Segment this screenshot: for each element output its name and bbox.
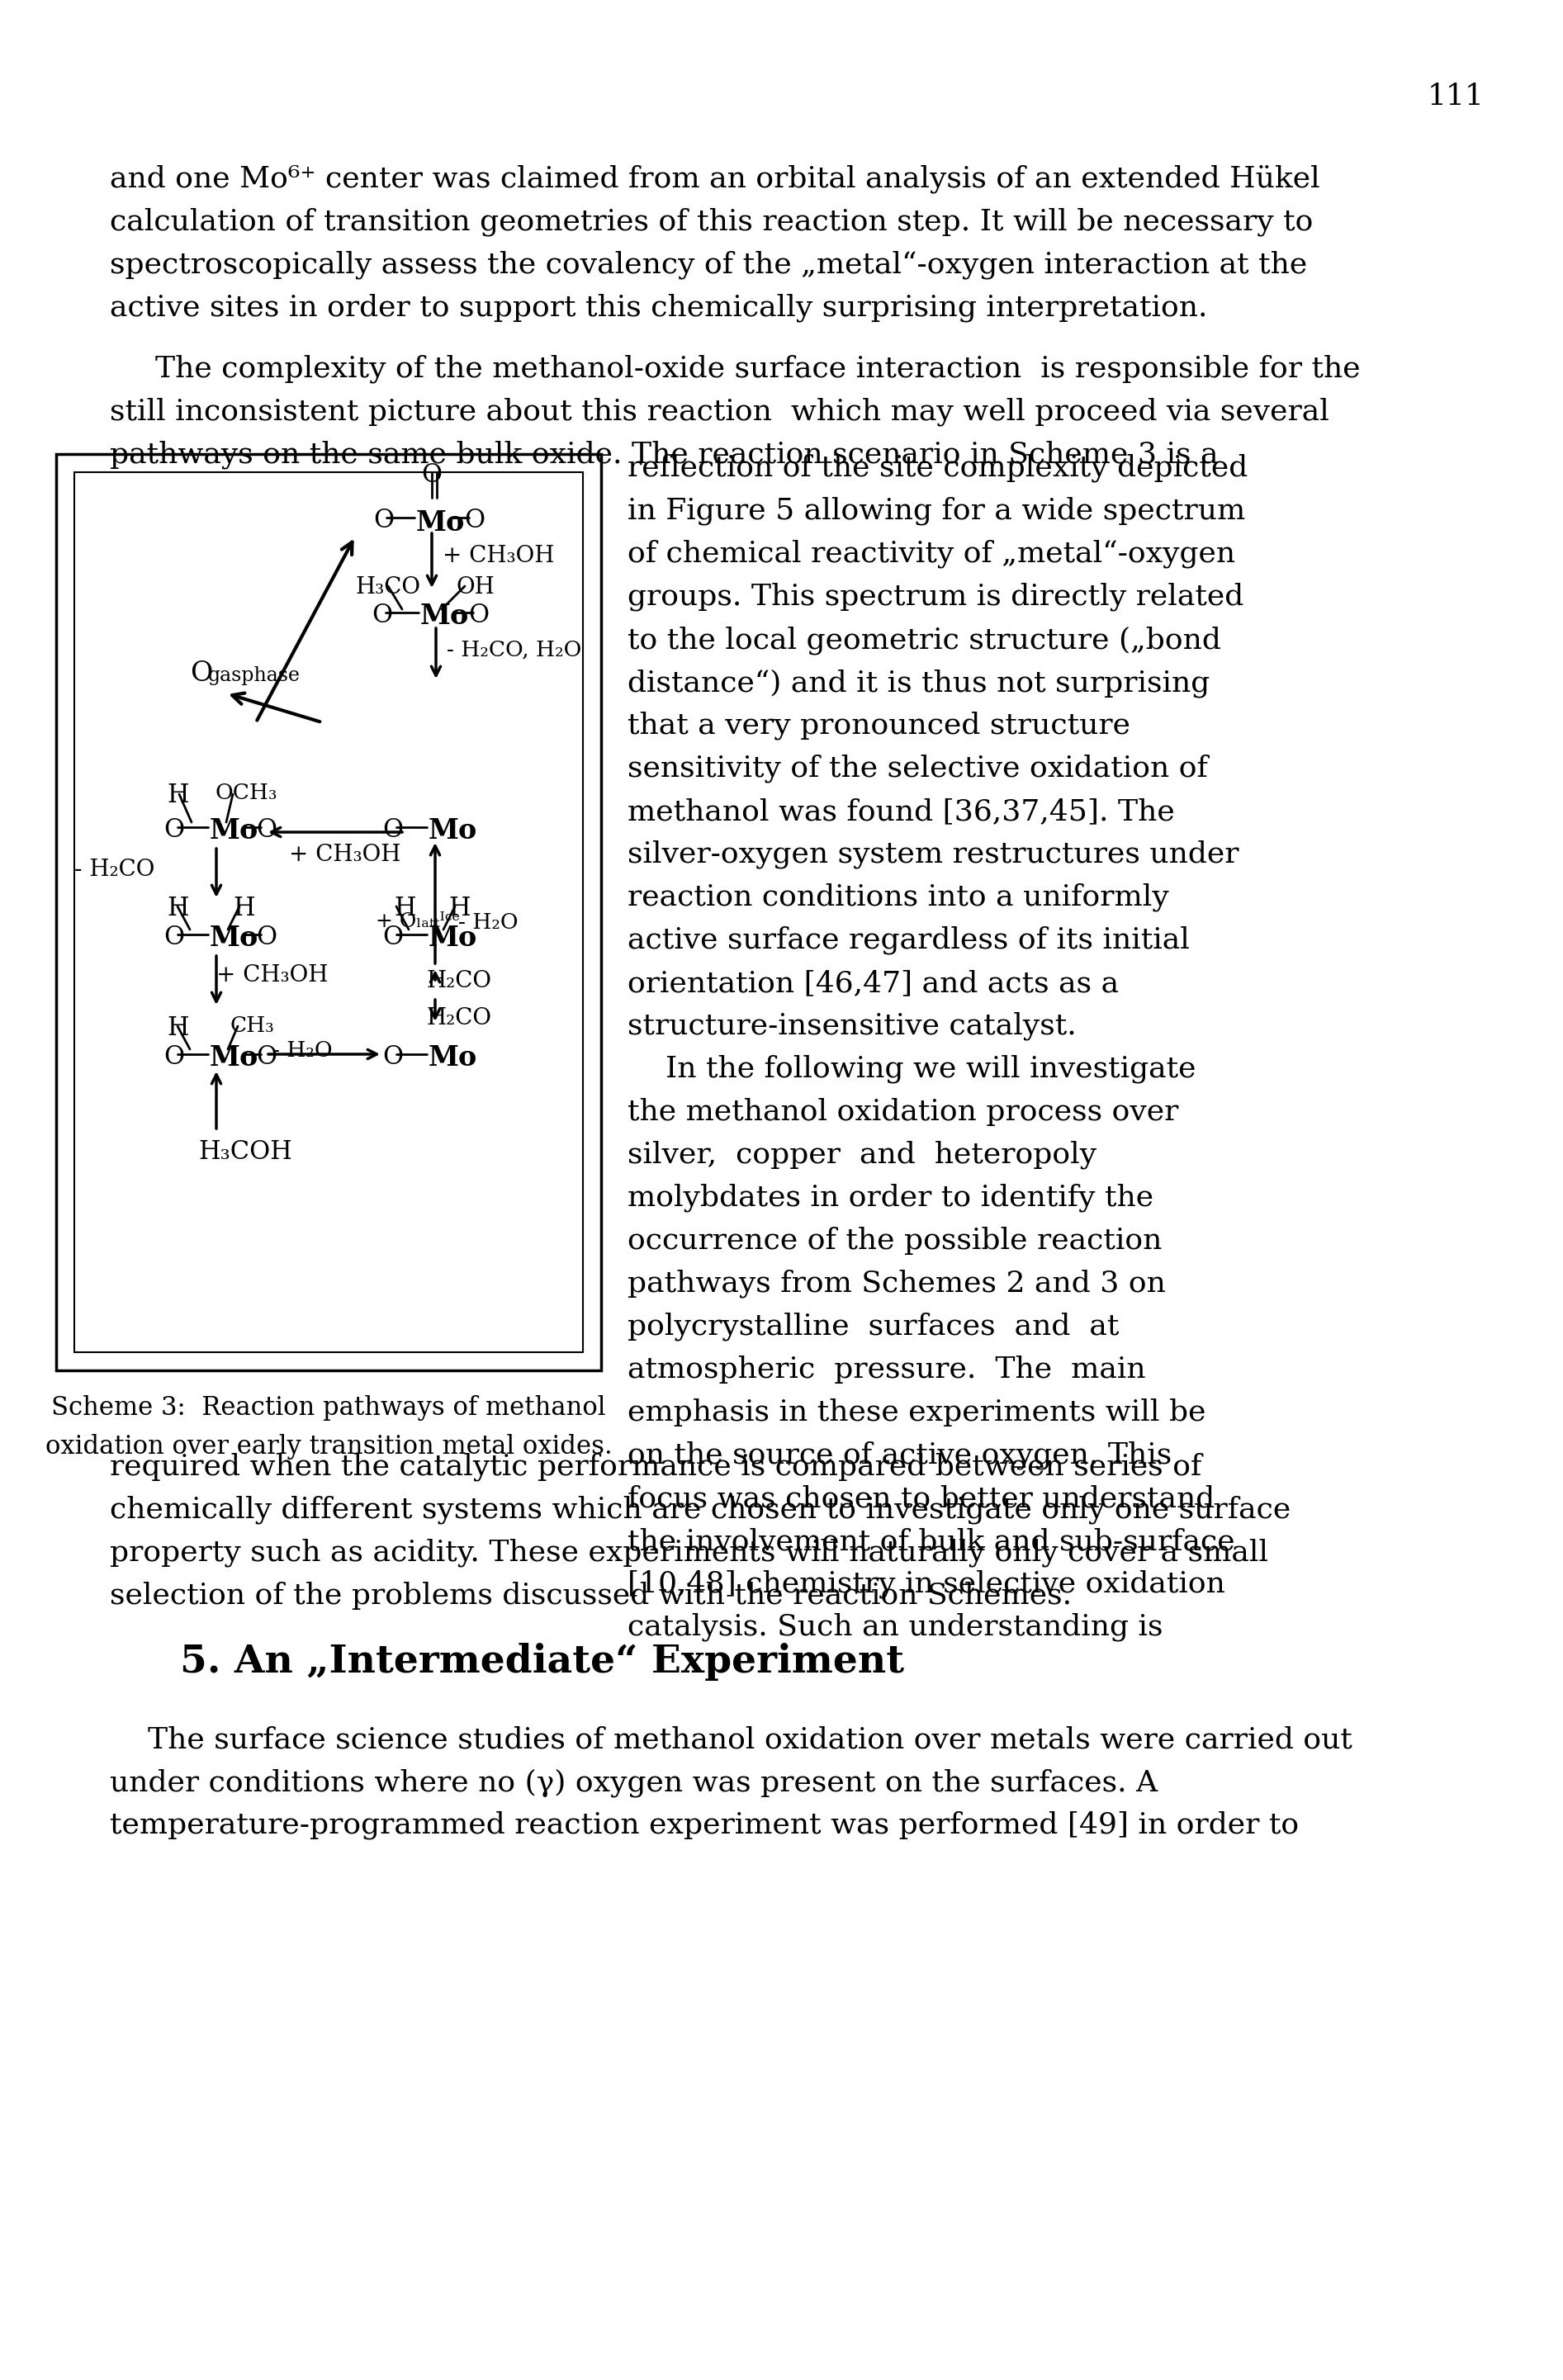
Text: O: O — [464, 507, 485, 533]
Text: Mo: Mo — [209, 1045, 258, 1071]
Text: the involvement of bulk and sub-surface: the involvement of bulk and sub-surface — [627, 1528, 1235, 1554]
Text: orientation [46,47] and acts as a: orientation [46,47] and acts as a — [627, 969, 1119, 997]
Text: polycrystalline  surfaces  and  at: polycrystalline surfaces and at — [627, 1314, 1119, 1340]
Text: - H₂O: - H₂O — [272, 1040, 333, 1061]
Text: O: O — [164, 816, 184, 843]
Text: Mo: Mo — [420, 602, 469, 631]
Text: 5. An „Intermediate“ Experiment: 5. An „Intermediate“ Experiment — [180, 1642, 905, 1680]
Text: H: H — [167, 1016, 189, 1040]
Text: The surface science studies of methanol oxidation over metals were carried out: The surface science studies of methanol … — [109, 1725, 1352, 1754]
Text: silver,  copper  and  heteropoly: silver, copper and heteropoly — [627, 1140, 1097, 1169]
Text: Mo: Mo — [209, 816, 258, 845]
Text: CH₃: CH₃ — [230, 1016, 274, 1035]
Text: OH: OH — [456, 576, 495, 597]
Text: pathways from Schemes 2 and 3 on: pathways from Schemes 2 and 3 on — [627, 1269, 1166, 1297]
Text: temperature-programmed reaction experiment was performed [49] in order to: temperature-programmed reaction experime… — [109, 1811, 1299, 1840]
Text: [10,48] chemistry in selective oxidation: [10,48] chemistry in selective oxidation — [627, 1571, 1225, 1599]
Text: + CH₃OH: + CH₃OH — [216, 964, 328, 985]
Text: occurrence of the possible reaction: occurrence of the possible reaction — [627, 1226, 1161, 1254]
Text: Mo: Mo — [209, 923, 258, 952]
Text: H: H — [167, 895, 189, 921]
Text: + Oₗₐₜₜᴵᶜᵉ: + Oₗₐₜₜᴵᶜᵉ — [375, 912, 460, 931]
Text: H: H — [167, 783, 189, 809]
Text: The complexity of the methanol-oxide surface interaction  is responsible for the: The complexity of the methanol-oxide sur… — [155, 355, 1360, 383]
Text: required when the catalytic performance is compared between series of: required when the catalytic performance … — [109, 1452, 1202, 1480]
Text: O: O — [164, 923, 184, 950]
Text: + CH₃OH: + CH₃OH — [442, 545, 555, 566]
Text: active surface regardless of its initial: active surface regardless of its initial — [627, 926, 1189, 954]
Text: chemically different systems which are chosen to investigate only one surface: chemically different systems which are c… — [109, 1497, 1291, 1523]
Text: O: O — [256, 1045, 277, 1071]
Text: H: H — [233, 895, 255, 921]
Text: in Figure 5 allowing for a wide spectrum: in Figure 5 allowing for a wide spectrum — [627, 497, 1246, 526]
Text: the methanol oxidation process over: the methanol oxidation process over — [627, 1097, 1179, 1126]
Text: to the local geometric structure („bond: to the local geometric structure („bond — [627, 626, 1221, 654]
Text: under conditions where no (γ) oxygen was present on the surfaces. A: under conditions where no (γ) oxygen was… — [109, 1768, 1158, 1797]
Text: atmospheric  pressure.  The  main: atmospheric pressure. The main — [627, 1357, 1146, 1383]
Text: 111: 111 — [1427, 83, 1485, 109]
Text: O: O — [383, 1045, 403, 1071]
Text: reaction conditions into a uniformly: reaction conditions into a uniformly — [627, 883, 1169, 912]
Text: H₃COH: H₃COH — [199, 1140, 292, 1164]
Text: H: H — [449, 895, 470, 921]
Text: + CH₃OH: + CH₃OH — [289, 843, 400, 866]
Text: reflection of the site complexity depicted: reflection of the site complexity depict… — [627, 455, 1247, 483]
Text: H₂CO: H₂CO — [427, 971, 492, 992]
Text: O: O — [164, 1045, 184, 1071]
Text: groups. This spectrum is directly related: groups. This spectrum is directly relate… — [627, 583, 1244, 612]
Text: structure-insensitive catalyst.: structure-insensitive catalyst. — [627, 1011, 1077, 1040]
Text: of chemical reactivity of „metal“-oxygen: of chemical reactivity of „metal“-oxygen — [627, 540, 1235, 569]
Text: on the source of active oxygen. This: on the source of active oxygen. This — [627, 1442, 1172, 1471]
Text: selection of the problems discussed with the reaction Schemes.: selection of the problems discussed with… — [109, 1583, 1072, 1609]
Text: gasphase: gasphase — [208, 666, 300, 685]
Text: pathways on the same bulk oxide. The reaction scenario in Scheme 3 is a: pathways on the same bulk oxide. The rea… — [109, 440, 1218, 469]
Text: - H₂CO, H₂O: - H₂CO, H₂O — [447, 640, 581, 659]
Bar — [56, 455, 602, 1371]
Text: emphasis in these experiments will be: emphasis in these experiments will be — [627, 1399, 1207, 1426]
Text: In the following we will investigate: In the following we will investigate — [627, 1054, 1196, 1083]
Text: OCH₃: OCH₃ — [214, 783, 277, 802]
Text: Mo: Mo — [416, 509, 466, 536]
Text: silver-oxygen system restructures under: silver-oxygen system restructures under — [627, 840, 1239, 869]
Text: O: O — [374, 507, 394, 533]
Text: molybdates in order to identify the: molybdates in order to identify the — [627, 1183, 1153, 1211]
Text: and one Mo⁶⁺ center was claimed from an orbital analysis of an extended Hükel: and one Mo⁶⁺ center was claimed from an … — [109, 164, 1321, 193]
Text: Mo: Mo — [428, 1045, 477, 1071]
Text: - H₂O: - H₂O — [458, 912, 519, 933]
Text: that a very pronounced structure: that a very pronounced structure — [627, 712, 1130, 740]
Text: sensitivity of the selective oxidation of: sensitivity of the selective oxidation o… — [627, 754, 1208, 783]
Text: oxidation over early transition metal oxides.: oxidation over early transition metal ox… — [45, 1433, 613, 1459]
Text: O: O — [383, 923, 403, 950]
Text: H₂CO: H₂CO — [427, 1007, 492, 1031]
Bar — [75, 471, 583, 1352]
Text: Scheme 3:  Reaction pathways of methanol: Scheme 3: Reaction pathways of methanol — [52, 1395, 606, 1421]
Text: O: O — [469, 602, 489, 628]
Text: O: O — [256, 816, 277, 843]
Text: catalysis. Such an understanding is: catalysis. Such an understanding is — [627, 1614, 1163, 1642]
Text: Mo: Mo — [428, 816, 477, 845]
Text: H: H — [394, 895, 416, 921]
Text: active sites in order to support this chemically surprising interpretation.: active sites in order to support this ch… — [109, 293, 1208, 321]
Text: O: O — [372, 602, 392, 628]
Text: focus was chosen to better understand: focus was chosen to better understand — [627, 1485, 1214, 1511]
Text: distance“) and it is thus not surprising: distance“) and it is thus not surprising — [627, 669, 1210, 697]
Text: O: O — [420, 462, 442, 488]
Text: O: O — [383, 816, 403, 843]
Text: still inconsistent picture about this reaction  which may well proceed via sever: still inconsistent picture about this re… — [109, 397, 1329, 426]
Text: calculation of transition geometries of this reaction step. It will be necessary: calculation of transition geometries of … — [109, 207, 1313, 236]
Text: methanol was found [36,37,45]. The: methanol was found [36,37,45]. The — [627, 797, 1175, 826]
Text: spectroscopically assess the covalency of the „metal“-oxygen interaction at the: spectroscopically assess the covalency o… — [109, 250, 1307, 278]
Text: O: O — [256, 923, 277, 950]
Text: property such as acidity. These experiments will naturally only cover a small: property such as acidity. These experime… — [109, 1540, 1268, 1568]
Text: Mo: Mo — [428, 923, 477, 952]
Text: - H₂CO: - H₂CO — [75, 859, 155, 881]
Text: O: O — [191, 659, 213, 688]
Text: H₃CO: H₃CO — [355, 576, 420, 597]
